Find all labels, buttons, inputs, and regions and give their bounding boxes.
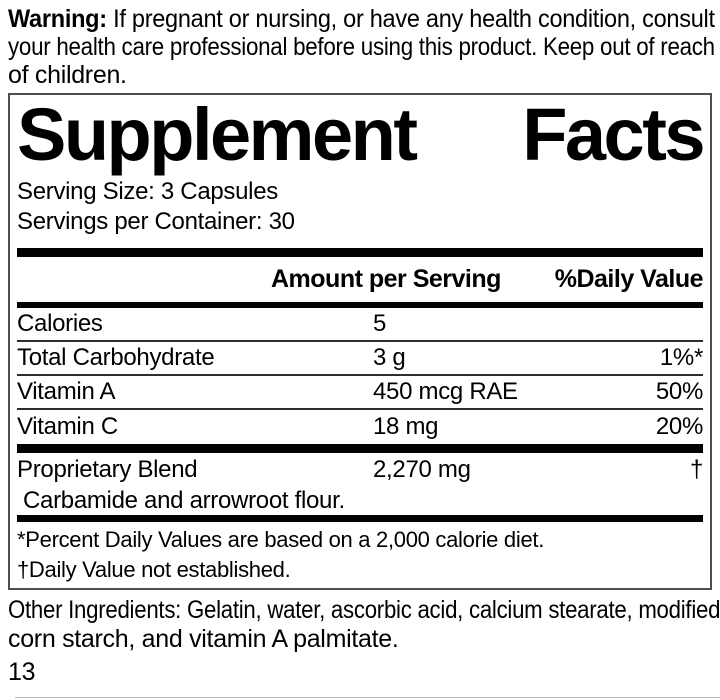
nutrient-amount: 2,270 mg xyxy=(373,456,471,483)
warning-paragraph: Warning: If pregnant or nursing, or have… xyxy=(8,5,715,89)
nutrient-amount: 450 mcg RAE xyxy=(373,378,518,405)
divider-bar-middle xyxy=(17,444,703,453)
panel-title: Supplement Facts xyxy=(17,93,705,176)
other-ingredients-paragraph: Other Ingredients: Gelatin, water, ascor… xyxy=(8,596,720,654)
divider-bar-header xyxy=(17,302,703,308)
proprietary-blend-ingredients: Carbamide and arrowroot flour. xyxy=(23,487,345,514)
page-number: 13 xyxy=(8,658,36,686)
warning-line-1: Warning: If pregnant or nursing, or have… xyxy=(8,5,715,33)
nutrient-label: Proprietary Blend xyxy=(17,456,198,483)
nutrient-row-calories: Calories 5 xyxy=(17,308,703,342)
footnote-daily-value-not-established: †Daily Value not established. xyxy=(17,557,291,582)
serving-info: Serving Size: 3 Capsules Servings per Co… xyxy=(17,177,703,237)
bottom-hairline xyxy=(15,697,720,698)
nutrient-amount: 5 xyxy=(373,310,387,337)
nutrient-row-vitamin-c: Vitamin C 18 mg 20% xyxy=(17,410,703,444)
nutrient-label: Calories xyxy=(17,310,103,337)
nutrient-amount: 3 g xyxy=(373,344,406,371)
nutrient-daily-value: 1%* xyxy=(659,344,703,371)
warning-line-3: of children. xyxy=(8,61,127,89)
column-header-daily-value: %Daily Value xyxy=(554,265,704,293)
nutrient-daily-value: 20% xyxy=(655,413,703,440)
footnotes: *Percent Daily Values are based on a 2,0… xyxy=(17,525,703,585)
divider-bar-top xyxy=(17,248,703,257)
warning-label: Warning: xyxy=(8,5,107,33)
servings-per-container: Servings per Container: 30 xyxy=(17,208,295,235)
serving-size: Serving Size: 3 Capsules xyxy=(17,178,278,205)
title-word-facts: Facts xyxy=(522,93,705,176)
column-header-amount: Amount per Serving xyxy=(271,265,501,293)
title-word-supplement: Supplement xyxy=(17,93,418,176)
nutrient-label: Vitamin C xyxy=(17,413,118,440)
nutrient-amount: 18 mg xyxy=(373,413,439,440)
nutrient-label: Vitamin A xyxy=(17,378,116,405)
table-header-row: Amount per Serving %Daily Value xyxy=(17,257,704,302)
nutrient-row-total-carbohydrate: Total Carbohydrate 3 g 1%* xyxy=(17,342,703,376)
nutrient-daily-value: † xyxy=(689,456,703,483)
supplement-facts-panel: Supplement Facts Serving Size: 3 Capsule… xyxy=(8,93,712,590)
footnote-percent-daily-value: *Percent Daily Values are based on a 2,0… xyxy=(17,527,545,552)
nutrient-row-proprietary-blend: Proprietary Blend 2,270 mg † xyxy=(17,453,703,487)
other-ingredients-line-1: Other Ingredients: Gelatin, water, ascor… xyxy=(8,596,720,624)
divider-bar-footnotes xyxy=(17,515,703,522)
nutrient-label: Total Carbohydrate xyxy=(17,344,215,371)
warning-text-1: If pregnant or nursing, or have any heal… xyxy=(113,5,715,33)
other-ingredients-line-2: corn starch, and vitamin A palmitate. xyxy=(8,625,399,653)
nutrient-row-vitamin-a: Vitamin A 450 mcg RAE 50% xyxy=(17,376,703,410)
nutrient-daily-value: 50% xyxy=(655,378,703,405)
warning-line-2: your health care professional before usi… xyxy=(8,33,715,61)
